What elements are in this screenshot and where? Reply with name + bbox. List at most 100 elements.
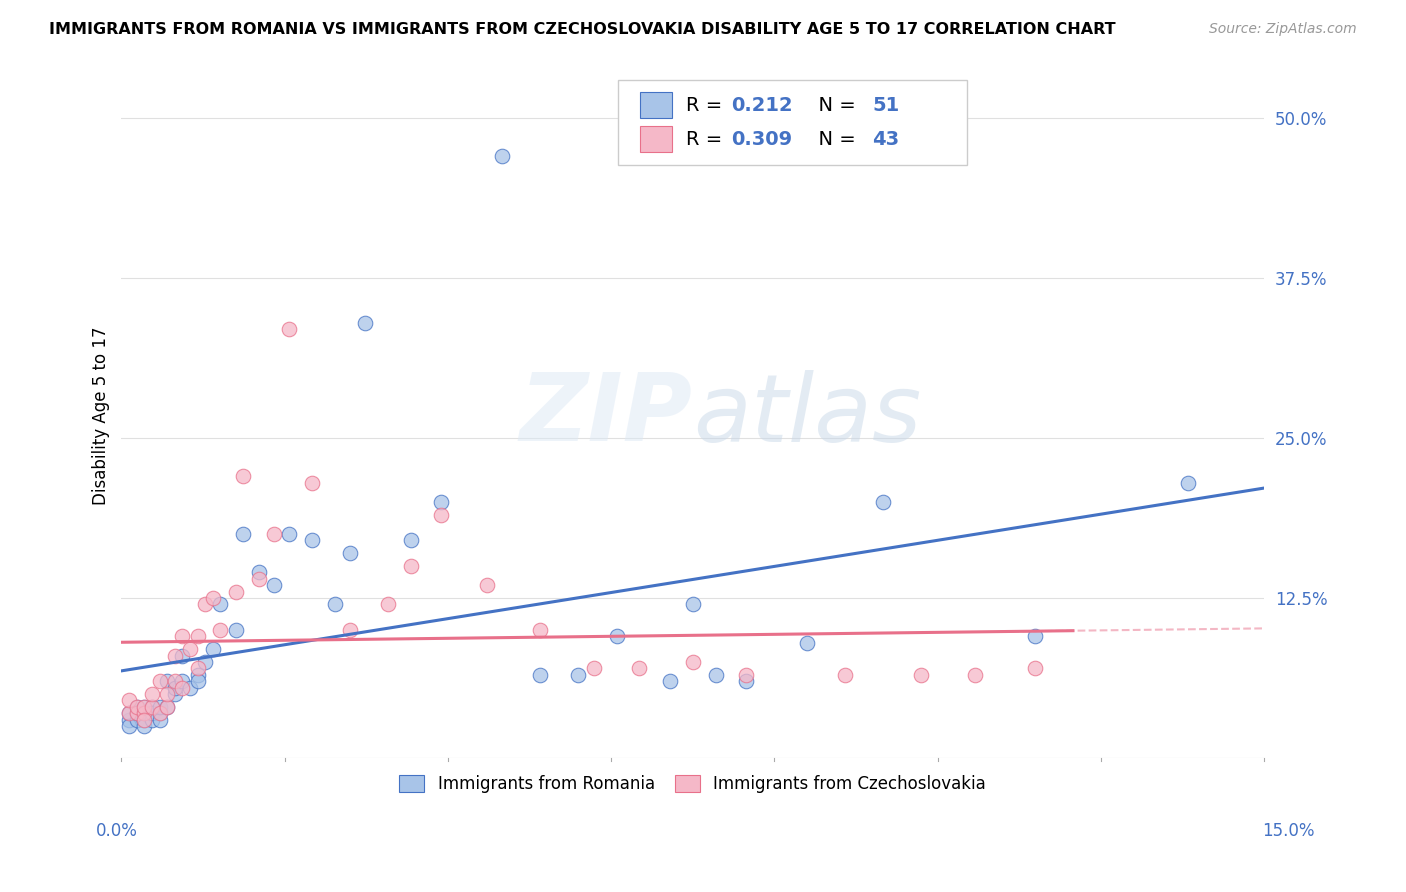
Point: [475, 578, 498, 592]
Point: [529, 667, 551, 681]
Point: [118, 693, 141, 707]
FancyBboxPatch shape: [640, 127, 672, 153]
Text: 0.0%: 0.0%: [96, 822, 138, 840]
Text: N =: N =: [806, 95, 862, 115]
Point: [263, 527, 285, 541]
Point: [529, 623, 551, 637]
Point: [125, 706, 148, 721]
Point: [201, 591, 224, 605]
Point: [247, 566, 270, 580]
Point: [339, 623, 361, 637]
Text: N =: N =: [806, 130, 862, 149]
Point: [141, 706, 163, 721]
Point: [179, 642, 201, 657]
Point: [187, 674, 209, 689]
Point: [834, 667, 856, 681]
Point: [134, 719, 156, 733]
Point: [209, 623, 232, 637]
Point: [354, 316, 377, 330]
Legend: Immigrants from Romania, Immigrants from Czechoslovakia: Immigrants from Romania, Immigrants from…: [391, 766, 994, 801]
Point: [232, 527, 254, 541]
Point: [606, 629, 628, 643]
Point: [141, 699, 163, 714]
Point: [125, 713, 148, 727]
Text: R =: R =: [686, 130, 728, 149]
Point: [567, 667, 589, 681]
Point: [491, 149, 513, 163]
Point: [582, 661, 605, 675]
Text: R =: R =: [686, 95, 728, 115]
Point: [1024, 661, 1046, 675]
Point: [872, 495, 894, 509]
Point: [141, 713, 163, 727]
Text: ZIP: ZIP: [520, 369, 693, 461]
Point: [682, 655, 704, 669]
Point: [399, 533, 422, 548]
Text: 0.309: 0.309: [731, 130, 793, 149]
Point: [179, 681, 201, 695]
Point: [163, 648, 186, 663]
Point: [910, 667, 932, 681]
Point: [163, 674, 186, 689]
Point: [156, 699, 179, 714]
Text: atlas: atlas: [693, 370, 921, 461]
Point: [735, 667, 758, 681]
Point: [118, 706, 141, 721]
Point: [628, 661, 651, 675]
Point: [134, 699, 156, 714]
Point: [1024, 629, 1046, 643]
Point: [118, 713, 141, 727]
Point: [430, 495, 453, 509]
Point: [682, 598, 704, 612]
Point: [225, 584, 247, 599]
FancyBboxPatch shape: [640, 92, 672, 119]
Text: 43: 43: [872, 130, 900, 149]
Point: [187, 661, 209, 675]
Text: 0.212: 0.212: [731, 95, 793, 115]
Point: [118, 706, 141, 721]
Point: [430, 508, 453, 522]
Point: [141, 699, 163, 714]
Text: Source: ZipAtlas.com: Source: ZipAtlas.com: [1209, 22, 1357, 37]
Point: [704, 667, 727, 681]
Point: [134, 706, 156, 721]
Point: [156, 687, 179, 701]
Point: [134, 713, 156, 727]
Point: [163, 687, 186, 701]
Point: [148, 706, 170, 721]
Point: [1177, 475, 1199, 490]
Point: [796, 636, 818, 650]
Point: [377, 598, 399, 612]
Point: [172, 648, 194, 663]
Point: [209, 598, 232, 612]
Point: [735, 674, 758, 689]
Point: [125, 699, 148, 714]
Point: [263, 578, 285, 592]
Point: [201, 642, 224, 657]
Point: [141, 687, 163, 701]
Point: [278, 527, 301, 541]
Text: 15.0%: 15.0%: [1263, 822, 1315, 840]
Point: [963, 667, 986, 681]
Point: [125, 706, 148, 721]
Y-axis label: Disability Age 5 to 17: Disability Age 5 to 17: [93, 326, 110, 505]
Point: [118, 719, 141, 733]
Point: [172, 674, 194, 689]
Point: [148, 713, 170, 727]
Point: [163, 681, 186, 695]
Point: [148, 674, 170, 689]
Point: [148, 699, 170, 714]
Point: [278, 322, 301, 336]
Point: [172, 681, 194, 695]
Point: [134, 699, 156, 714]
Point: [399, 558, 422, 573]
Point: [232, 469, 254, 483]
Point: [194, 655, 217, 669]
Point: [658, 674, 681, 689]
Point: [134, 706, 156, 721]
Point: [125, 699, 148, 714]
Point: [134, 713, 156, 727]
Point: [172, 629, 194, 643]
Point: [194, 598, 217, 612]
Point: [156, 674, 179, 689]
